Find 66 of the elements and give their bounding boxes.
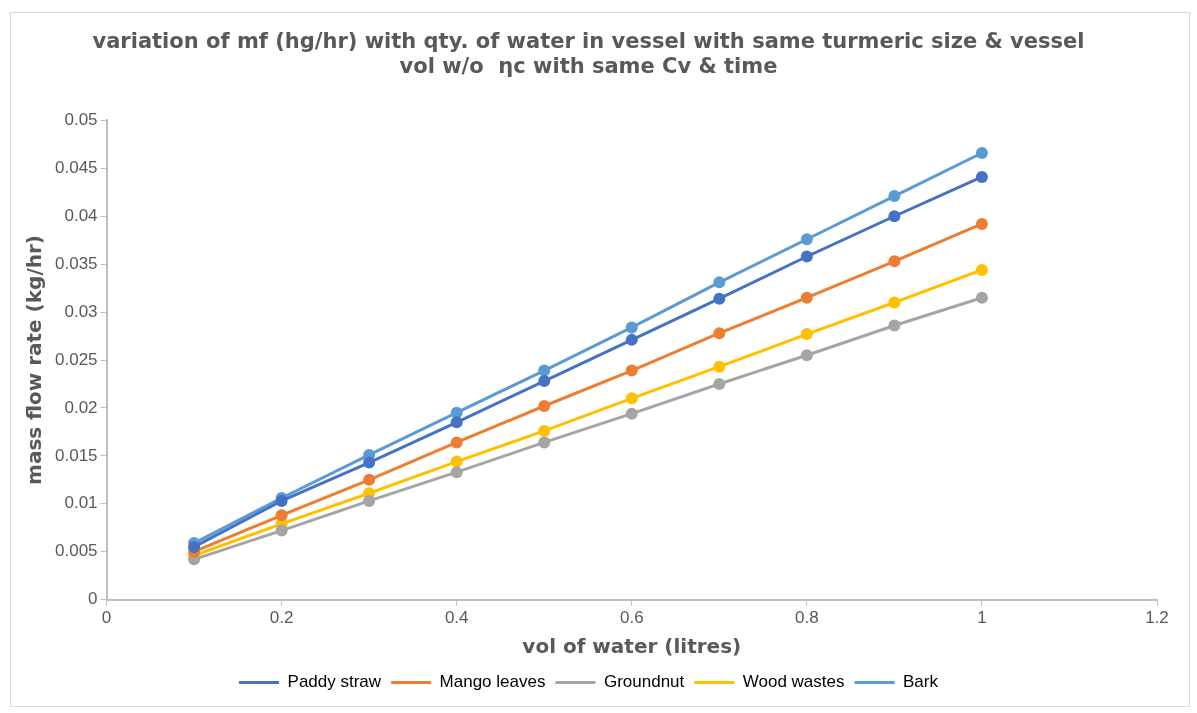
text: vol w/o ηc with same Cv & time <box>399 54 778 79</box>
x-tick-label: 0.8 <box>795 608 819 628</box>
point <box>538 400 551 412</box>
point <box>538 375 551 388</box>
point <box>450 436 463 449</box>
point <box>625 364 638 377</box>
y-tick-label: 0.02 <box>64 397 98 417</box>
point <box>888 319 901 332</box>
y-tick-label: 0.04 <box>64 205 98 225</box>
point <box>888 210 901 223</box>
legend-label: Wood wastes <box>742 672 845 692</box>
point <box>538 436 551 449</box>
x-tick-label: 1.2 <box>1145 608 1169 628</box>
legend-label: Mango leaves <box>439 672 546 692</box>
point <box>713 292 726 305</box>
point <box>800 233 813 246</box>
x-tick-label: 0.4 <box>444 608 469 628</box>
point <box>450 466 463 479</box>
point <box>625 392 638 405</box>
point <box>363 456 376 469</box>
point <box>450 455 463 468</box>
text: variation of mf (hg/hr) with qty. of water in vessel with same turmeric size & vessel <box>92 29 1085 54</box>
point <box>975 170 988 183</box>
legend-label: Paddy straw <box>287 672 382 692</box>
x-tick-label: 0.6 <box>619 608 644 628</box>
point <box>975 217 988 230</box>
x-axis-title: vol of water (litres) <box>522 634 742 659</box>
point <box>363 473 376 486</box>
point <box>275 509 288 522</box>
y-tick-label: 0.005 <box>54 541 98 561</box>
point <box>975 291 988 304</box>
point <box>275 524 288 537</box>
point <box>363 494 376 507</box>
y-tick-label: 0.03 <box>64 301 98 321</box>
point <box>888 255 901 268</box>
y-tick-label: 0.015 <box>54 445 98 465</box>
point <box>625 407 638 420</box>
point <box>975 263 988 276</box>
point <box>800 291 813 304</box>
point <box>450 416 463 429</box>
point <box>800 250 813 263</box>
point <box>625 321 638 334</box>
legend-label: Groundnut <box>603 672 685 692</box>
point <box>800 349 813 362</box>
point <box>975 146 988 159</box>
point <box>538 364 551 377</box>
point <box>625 333 638 346</box>
y-axis-title: mass flow rate (kg/hr) <box>22 235 47 485</box>
legend-label: Bark <box>903 672 939 692</box>
x-tick-label: 0 <box>101 608 112 628</box>
y-tick-label: 0.01 <box>64 493 98 513</box>
point <box>713 327 726 340</box>
y-tick-label: 0.025 <box>54 349 98 369</box>
point <box>713 276 726 289</box>
point <box>538 424 551 437</box>
point <box>888 190 901 203</box>
point <box>888 296 901 309</box>
x-tick-label: 0.2 <box>269 608 294 628</box>
point <box>713 377 726 390</box>
x-tick-label: 1 <box>977 608 987 628</box>
y-tick-label: 0.035 <box>54 253 98 273</box>
y-tick-label: 0.045 <box>54 158 98 178</box>
y-tick-label: 0.05 <box>64 110 98 130</box>
y-tick-label: 0 <box>88 589 98 609</box>
point <box>713 360 726 373</box>
point <box>800 328 813 341</box>
